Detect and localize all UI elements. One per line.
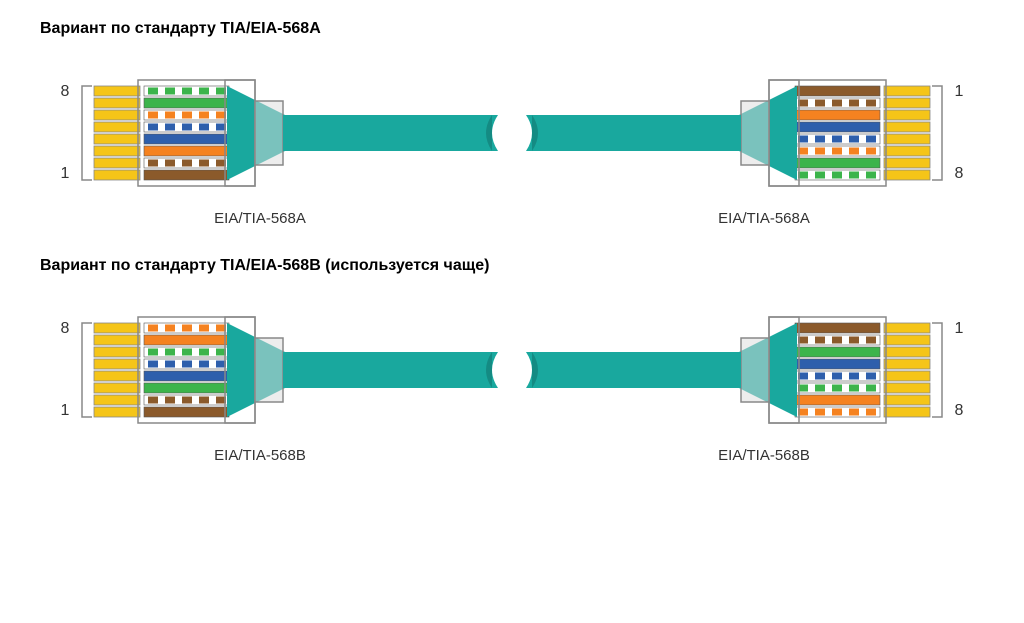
connector-label-a-right: EIA/TIA-568A (554, 210, 974, 227)
pin-label-top: 1 (944, 320, 974, 338)
pin-label-top: 8 (50, 83, 80, 101)
pin-label-bottom: 1 (50, 402, 80, 420)
connector-svg-left-a (80, 68, 500, 198)
connector-right-b: 1 8 (524, 305, 974, 435)
section-title-a: Вариант по стандарту TIA/EIA-568A (40, 20, 984, 38)
pin-labels-left-a: 8 1 (50, 83, 80, 183)
pin-label-bottom: 8 (944, 402, 974, 420)
pin-label-top: 8 (50, 320, 80, 338)
diagram-row-a: 8 1 1 8 (50, 68, 974, 198)
labels-row-a: EIA/TIA-568A EIA/TIA-568A (50, 210, 974, 227)
pin-labels-right-a: 1 8 (944, 83, 974, 183)
connector-left-b: 8 1 (50, 305, 500, 435)
pin-labels-right-b: 1 8 (944, 320, 974, 420)
section-title-b: Вариант по стандарту TIA/EIA-568B (испол… (40, 257, 984, 275)
diagram-row-b: 8 1 1 8 (50, 305, 974, 435)
pin-label-bottom: 8 (944, 165, 974, 183)
connector-left-a: 8 1 (50, 68, 500, 198)
connector-svg-right-a (524, 68, 944, 198)
pin-label-bottom: 1 (50, 165, 80, 183)
connector-right-a: 1 8 (524, 68, 974, 198)
connector-svg-left-b (80, 305, 500, 435)
pin-label-top: 1 (944, 83, 974, 101)
connector-label-b-left: EIA/TIA-568B (50, 447, 470, 464)
connector-label-a-left: EIA/TIA-568A (50, 210, 470, 227)
labels-row-b: EIA/TIA-568B EIA/TIA-568B (50, 447, 974, 464)
pin-labels-left-b: 8 1 (50, 320, 80, 420)
connector-svg-right-b (524, 305, 944, 435)
connector-label-b-right: EIA/TIA-568B (554, 447, 974, 464)
